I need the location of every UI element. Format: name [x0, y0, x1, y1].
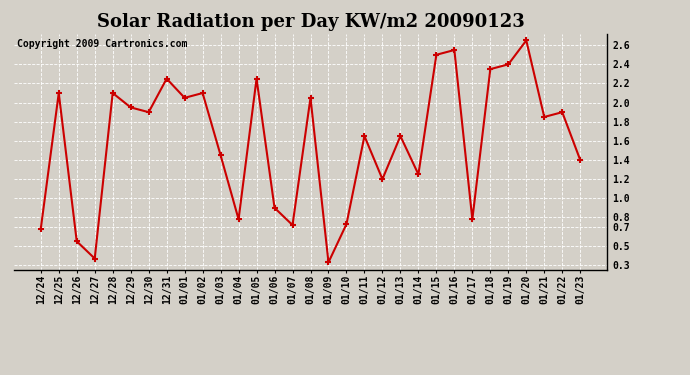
Text: Copyright 2009 Cartronics.com: Copyright 2009 Cartronics.com: [17, 39, 187, 48]
Title: Solar Radiation per Day KW/m2 20090123: Solar Radiation per Day KW/m2 20090123: [97, 13, 524, 31]
